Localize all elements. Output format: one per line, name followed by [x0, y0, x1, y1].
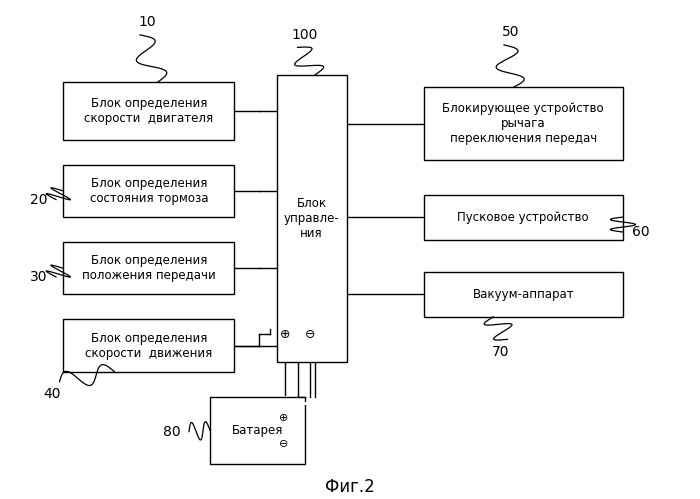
Text: ⊖: ⊖	[279, 439, 288, 449]
FancyBboxPatch shape	[424, 195, 623, 240]
Text: Блок определения
скорости  движения: Блок определения скорости движения	[85, 331, 212, 360]
Text: 50: 50	[503, 25, 519, 39]
FancyBboxPatch shape	[424, 87, 623, 160]
Text: Фиг.2: Фиг.2	[325, 478, 375, 496]
Text: Пусковое устройство: Пусковое устройство	[457, 211, 589, 224]
Text: Блокирующее устройство
рычага
переключения передач: Блокирующее устройство рычага переключен…	[442, 102, 604, 145]
Text: Вакуум-аппарат: Вакуум-аппарат	[473, 288, 574, 301]
Text: 10: 10	[138, 15, 156, 29]
FancyBboxPatch shape	[63, 165, 235, 217]
Text: 40: 40	[43, 387, 62, 401]
Text: Блок определения
положения передачи: Блок определения положения передачи	[82, 254, 216, 282]
Text: 20: 20	[29, 193, 48, 207]
Text: 60: 60	[631, 225, 650, 239]
Text: 30: 30	[29, 270, 48, 284]
Text: ⊕: ⊕	[280, 328, 290, 341]
Text: Блок
управле-
ния: Блок управле- ния	[284, 197, 340, 240]
Text: 80: 80	[162, 425, 181, 439]
FancyBboxPatch shape	[63, 82, 235, 140]
FancyBboxPatch shape	[210, 397, 304, 464]
Text: Батарея: Батарея	[232, 424, 283, 437]
FancyBboxPatch shape	[424, 272, 623, 317]
FancyBboxPatch shape	[63, 319, 235, 372]
FancyBboxPatch shape	[276, 75, 346, 362]
Text: ⊖: ⊖	[305, 328, 315, 341]
Text: 70: 70	[491, 345, 510, 359]
Text: 100: 100	[291, 28, 318, 42]
Text: Блок определения
скорости  двигателя: Блок определения скорости двигателя	[84, 97, 214, 125]
FancyBboxPatch shape	[63, 242, 235, 294]
Text: Блок определения
состояния тормоза: Блок определения состояния тормоза	[90, 177, 208, 205]
Text: ⊕: ⊕	[279, 413, 288, 423]
